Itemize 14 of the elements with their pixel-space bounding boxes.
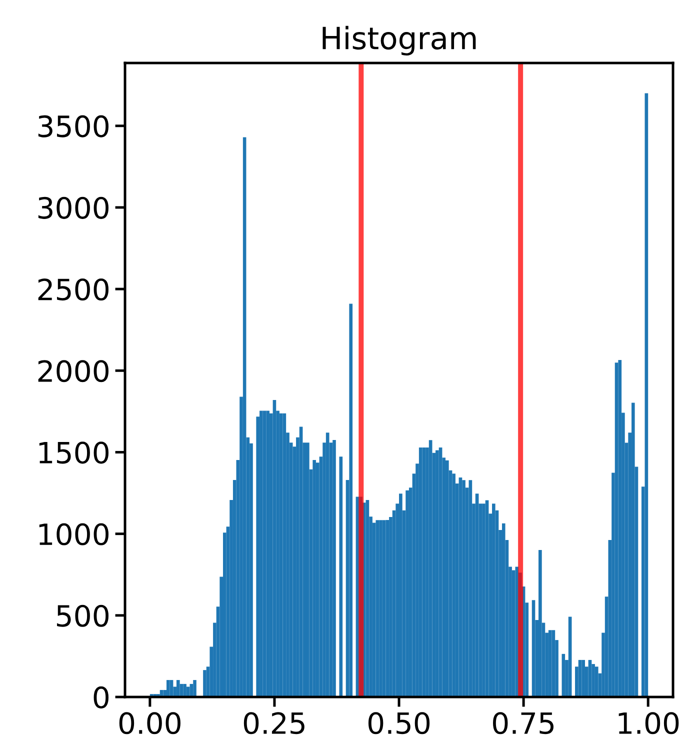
y-tick-label: 2500 xyxy=(38,278,108,301)
x-tick-label: 0.50 xyxy=(368,712,430,734)
x-tick-label: 1.00 xyxy=(618,712,679,734)
y-tick-label: 500 xyxy=(57,604,108,627)
y-tick-label: 2000 xyxy=(38,360,108,382)
x-tick-label: 0.00 xyxy=(119,712,180,734)
y-tick-label: 3500 xyxy=(38,115,108,138)
x-tick-label: 0.75 xyxy=(493,712,554,734)
y-tick-label: 1500 xyxy=(39,442,108,464)
y-tick-label: 1000 xyxy=(39,523,108,546)
y-tick-label: 0 xyxy=(94,686,108,708)
x-tick-label: 0.25 xyxy=(244,712,304,734)
y-tick-label: 3000 xyxy=(38,196,108,219)
chart-title: Histogram xyxy=(322,26,476,56)
